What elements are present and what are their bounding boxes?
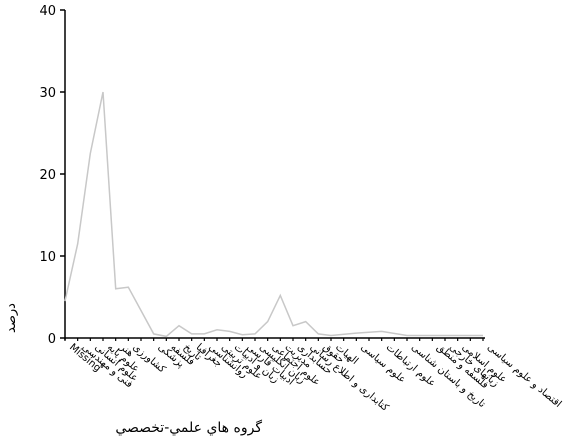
y-axis-title: درصد [4,303,19,333]
series-line-group [64,91,483,338]
axes [60,9,485,341]
y-tick-label: 30 [39,86,56,101]
y-tick-label: 0 [48,332,56,347]
y-tick-label: 10 [39,250,56,265]
y-tick-label: 20 [39,168,56,183]
x-axis-title: گروه هاي علمي-تخصصي [115,419,262,436]
series-line [64,91,483,338]
y-tick-label: 40 [39,4,56,19]
